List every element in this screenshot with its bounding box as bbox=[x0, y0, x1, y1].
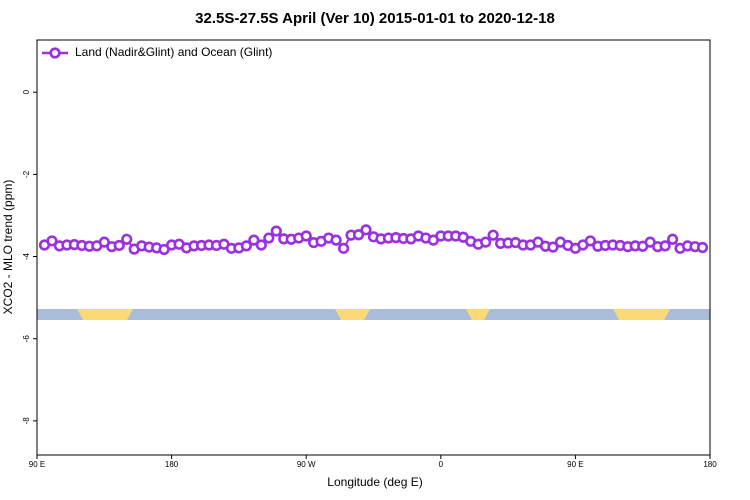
land-band bbox=[335, 309, 370, 320]
y-tick-label: -8 bbox=[22, 417, 31, 425]
x-tick-label: 0 bbox=[439, 460, 444, 469]
point bbox=[352, 229, 365, 241]
x-tick-label: 180 bbox=[165, 460, 179, 469]
ocean-band bbox=[37, 309, 710, 320]
land-band bbox=[466, 309, 490, 320]
point bbox=[240, 240, 252, 252]
x-tick-label: 90 E bbox=[29, 460, 45, 469]
x-tick-label: 90 W bbox=[297, 460, 316, 469]
point bbox=[300, 230, 312, 242]
point bbox=[248, 234, 260, 246]
point bbox=[255, 239, 267, 251]
land-ocean-bar bbox=[37, 309, 710, 320]
point bbox=[696, 241, 709, 254]
point bbox=[330, 234, 342, 246]
point bbox=[480, 236, 492, 248]
plot-frame bbox=[36, 39, 711, 456]
point bbox=[46, 235, 58, 247]
point bbox=[360, 224, 372, 236]
land-band bbox=[613, 309, 670, 320]
x-tick-label: 180 bbox=[703, 460, 717, 469]
point bbox=[263, 232, 275, 244]
land-band bbox=[77, 309, 133, 320]
point bbox=[584, 235, 596, 247]
y-tick-label: -6 bbox=[22, 335, 31, 343]
point bbox=[113, 239, 125, 252]
chart-title: 32.5S-27.5S April (Ver 10) 2015-01-01 to… bbox=[195, 10, 555, 27]
point bbox=[487, 229, 499, 241]
y-tick-label: -2 bbox=[22, 170, 31, 178]
x-axis-label: Longitude (deg E) bbox=[327, 475, 422, 489]
point bbox=[547, 241, 559, 253]
y-tick-label: 0 bbox=[22, 89, 31, 94]
point bbox=[121, 233, 133, 245]
y-tick-label: -4 bbox=[22, 252, 31, 260]
point bbox=[659, 240, 671, 252]
point bbox=[337, 242, 350, 254]
point bbox=[270, 225, 282, 237]
legend-label: Land (Nadir&Glint) and Ocean (Glint) bbox=[75, 45, 272, 59]
y-axis-label: XCO2 - MLO trend (ppm) bbox=[1, 180, 15, 315]
legend-marker bbox=[49, 47, 61, 59]
x-tick-label: 90 E bbox=[567, 460, 583, 469]
point bbox=[667, 233, 679, 245]
